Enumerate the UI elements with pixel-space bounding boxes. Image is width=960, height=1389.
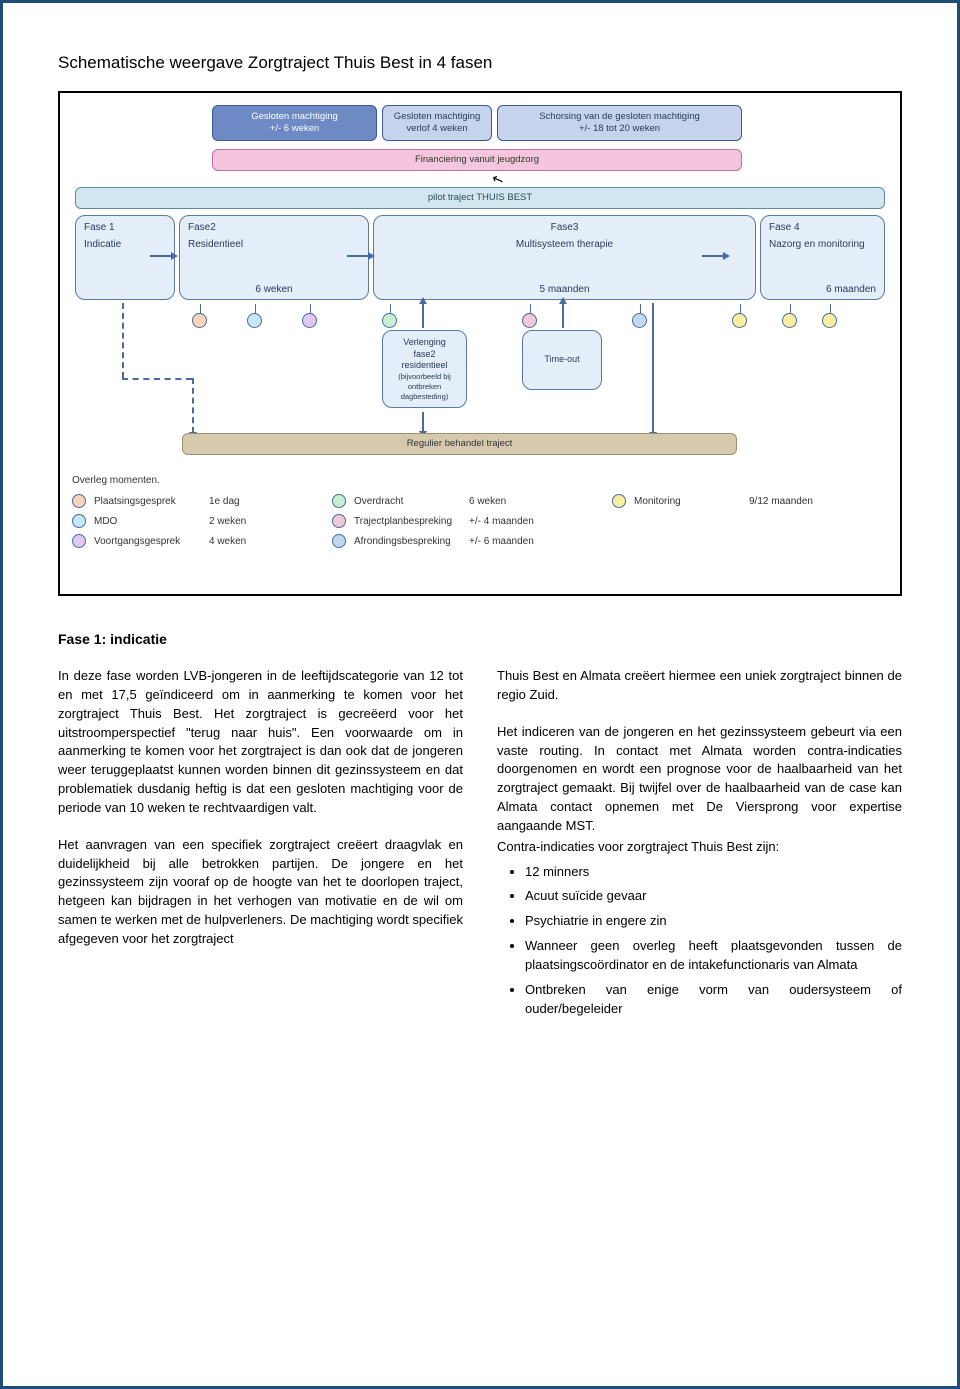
paragraph: Contra-indicaties voor zorgtraject Thuis… bbox=[497, 838, 902, 857]
paragraph: Thuis Best en Almata creëert hiermee een… bbox=[497, 667, 902, 705]
phase-2: Fase2 Residentieel 6 weken bbox=[179, 215, 369, 300]
pin-marker bbox=[782, 313, 797, 328]
paragraph: Het aanvragen van een specifiek zorgtraj… bbox=[58, 836, 463, 949]
legend-column: Overdracht6 wekenTrajectplanbespreking+/… bbox=[332, 494, 612, 554]
arrow-icon bbox=[562, 303, 564, 328]
legend-circle-icon bbox=[332, 534, 346, 548]
pin-marker bbox=[192, 313, 207, 328]
legend-time: +/- 6 maanden bbox=[469, 536, 564, 547]
pin-marker bbox=[522, 313, 537, 328]
bar-regulier: Regulier behandel traject bbox=[182, 433, 737, 455]
legend-circle-icon bbox=[332, 494, 346, 508]
bullet-item: Ontbreken van enige vorm van oudersystee… bbox=[525, 981, 902, 1019]
bullet-list: 12 minners Acuut suïcide gevaar Psychiatri… bbox=[497, 863, 902, 1019]
legend-label: Trajectplanbespreking bbox=[354, 516, 469, 527]
legend-time: 9/12 maanden bbox=[749, 496, 844, 507]
bar-financiering: Financiering vanuit jeugdzorg bbox=[212, 149, 742, 171]
dashed-line bbox=[122, 303, 124, 378]
legend-item: Overdracht6 weken bbox=[332, 494, 612, 508]
legend-time: 1e dag bbox=[209, 496, 304, 507]
phase-3: Fase3 Multisysteem therapie 5 maanden bbox=[373, 215, 756, 300]
legend-time: 4 weken bbox=[209, 536, 304, 547]
legend-time: 6 weken bbox=[469, 496, 564, 507]
legend-circle-icon bbox=[612, 494, 626, 508]
column-left: In deze fase worden LVB-jongeren in de l… bbox=[58, 667, 463, 1025]
dashed-line bbox=[122, 378, 192, 380]
legend-column: Plaatsingsgesprek1e dagMDO2 wekenVoortga… bbox=[72, 494, 332, 554]
bar-verlof: Gesloten machtiging verlof 4 weken bbox=[382, 105, 492, 141]
legend-item: Voortgangsgesprek4 weken bbox=[72, 534, 332, 548]
legend-label: Afrondingsbespreking bbox=[354, 536, 469, 547]
pin-marker bbox=[732, 313, 747, 328]
document-title: Schematische weergave Zorgtraject Thuis … bbox=[58, 53, 902, 73]
bar-pilot: pilot traject THUIS BEST bbox=[75, 187, 885, 209]
arrow-icon bbox=[347, 255, 369, 257]
legend-item: Plaatsingsgesprek1e dag bbox=[72, 494, 332, 508]
arrow-icon bbox=[422, 303, 424, 328]
diagram-container: Gesloten machtiging +/- 6 weken Gesloten… bbox=[58, 91, 902, 596]
arrow-icon bbox=[422, 412, 424, 432]
legend-label: Monitoring bbox=[634, 496, 749, 507]
legend-column: Monitoring9/12 maanden bbox=[612, 494, 844, 554]
pin-marker bbox=[382, 313, 397, 328]
legend-label: MDO bbox=[94, 516, 209, 527]
legend-item: Afrondingsbespreking+/- 6 maanden bbox=[332, 534, 612, 548]
paragraph: Het indiceren van de jongeren en het gez… bbox=[497, 723, 902, 836]
bar-gesloten-machtiging: Gesloten machtiging +/- 6 weken bbox=[212, 105, 377, 141]
bar-schorsing: Schorsing van de gesloten machtiging +/-… bbox=[497, 105, 742, 141]
text-columns: In deze fase worden LVB-jongeren in de l… bbox=[58, 667, 902, 1025]
pin-marker bbox=[247, 313, 262, 328]
legend-item: Trajectplanbespreking+/- 4 maanden bbox=[332, 514, 612, 528]
arrow-icon bbox=[652, 303, 654, 433]
bullet-item: 12 minners bbox=[525, 863, 902, 882]
bullet-item: Psychiatrie in engere zin bbox=[525, 912, 902, 931]
bullet-item: Wanneer geen overleg heeft plaatsgevonde… bbox=[525, 937, 902, 975]
phase-row: Fase 1 Indicatie Fase2 Residentieel 6 we… bbox=[75, 215, 885, 300]
column-right: Thuis Best en Almata creëert hiermee een… bbox=[497, 667, 902, 1025]
legend-label: Plaatsingsgesprek bbox=[94, 496, 209, 507]
section-heading: Fase 1: indicatie bbox=[58, 631, 902, 647]
page-border: Schematische weergave Zorgtraject Thuis … bbox=[0, 0, 960, 1389]
diagram: Gesloten machtiging +/- 6 weken Gesloten… bbox=[72, 105, 888, 582]
legend-circle-icon bbox=[332, 514, 346, 528]
pin-marker bbox=[632, 313, 647, 328]
legend-circle-icon bbox=[72, 534, 86, 548]
paragraph: In deze fase worden LVB-jongeren in de l… bbox=[58, 667, 463, 818]
legend-title: Overleg momenten. bbox=[72, 475, 888, 486]
arrow-icon bbox=[192, 378, 194, 433]
legend-label: Voortgangsgesprek bbox=[94, 536, 209, 547]
legend-item: Monitoring9/12 maanden bbox=[612, 494, 844, 508]
pin-marker bbox=[822, 313, 837, 328]
legend-time: 2 weken bbox=[209, 516, 304, 527]
legend: Overleg momenten. Plaatsingsgesprek1e da… bbox=[72, 475, 888, 554]
arrow-icon bbox=[150, 255, 172, 257]
box-timeout: Time-out bbox=[522, 330, 602, 390]
legend-circle-icon bbox=[72, 514, 86, 528]
legend-label: Overdracht bbox=[354, 496, 469, 507]
legend-circle-icon bbox=[72, 494, 86, 508]
bullet-item: Acuut suïcide gevaar bbox=[525, 887, 902, 906]
phase-1: Fase 1 Indicatie bbox=[75, 215, 175, 300]
legend-time: +/- 4 maanden bbox=[469, 516, 564, 527]
legend-item: MDO2 weken bbox=[72, 514, 332, 528]
arrow-icon bbox=[702, 255, 724, 257]
phase-4: Fase 4 Nazorg en monitoring 6 maanden bbox=[760, 215, 885, 300]
pin-marker bbox=[302, 313, 317, 328]
box-verlenging: Verlenging fase2 residentieel (bijvoorbe… bbox=[382, 330, 467, 408]
